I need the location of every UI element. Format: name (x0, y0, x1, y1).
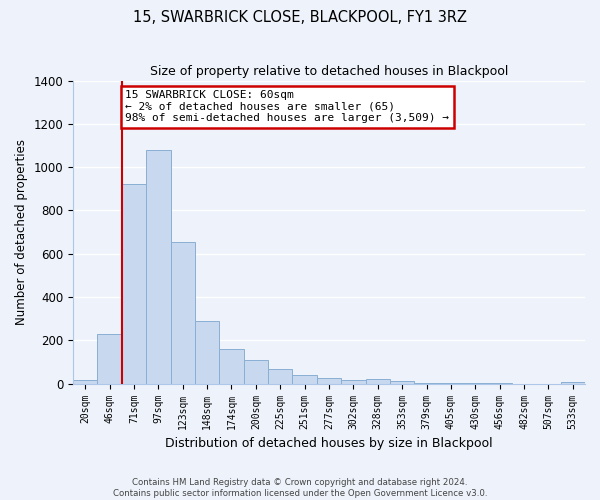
Bar (146, 150, 170, 384)
Text: 15, SWARBRICK CLOSE, BLACKPOOL, FY1 3RZ: 15, SWARBRICK CLOSE, BLACKPOOL, FY1 3RZ (133, 10, 467, 25)
X-axis label: Distribution of detached houses by size in Blackpool: Distribution of detached houses by size … (165, 437, 493, 450)
Bar (195, 321, 220, 384)
Bar (220, 350, 244, 384)
Bar (122, 184, 146, 384)
Bar (73, 380, 97, 384)
Bar (268, 368, 292, 384)
Bar (439, 383, 463, 384)
Bar (292, 375, 317, 384)
Bar (317, 378, 341, 384)
Bar (560, 382, 585, 384)
Bar (415, 382, 439, 384)
Bar (390, 381, 415, 384)
Bar (365, 380, 390, 384)
Bar (341, 380, 365, 384)
Text: 15 SWARBRICK CLOSE: 60sqm
← 2% of detached houses are smaller (65)
98% of semi-d: 15 SWARBRICK CLOSE: 60sqm ← 2% of detach… (125, 90, 449, 124)
Title: Size of property relative to detached houses in Blackpool: Size of property relative to detached ho… (150, 65, 508, 78)
Bar (244, 360, 268, 384)
Bar (170, 242, 195, 384)
Y-axis label: Number of detached properties: Number of detached properties (15, 139, 28, 325)
Bar (97, 334, 122, 384)
Text: Contains HM Land Registry data © Crown copyright and database right 2024.
Contai: Contains HM Land Registry data © Crown c… (113, 478, 487, 498)
